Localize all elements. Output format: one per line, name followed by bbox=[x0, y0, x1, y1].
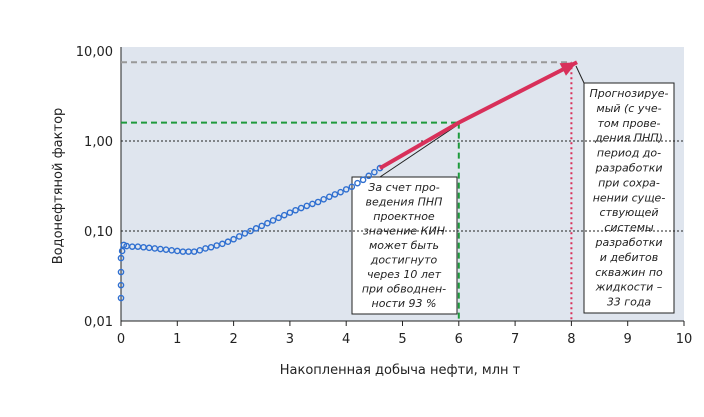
data-point bbox=[309, 200, 316, 208]
y-tick-label: 1,00 bbox=[84, 135, 113, 150]
x-tick-label: 5 bbox=[398, 332, 406, 347]
data-point bbox=[348, 183, 356, 191]
annotation-box bbox=[351, 176, 458, 315]
data-point bbox=[280, 211, 288, 219]
data-point bbox=[314, 198, 322, 206]
annotation-line: разработки bbox=[594, 162, 662, 175]
data-point bbox=[235, 233, 243, 240]
data-point bbox=[297, 204, 305, 212]
data-point bbox=[224, 238, 232, 246]
x-tick-label: 6 bbox=[455, 332, 463, 347]
annotation-line: жидкости – bbox=[595, 281, 663, 294]
y-tick-label: 10,00 bbox=[76, 45, 113, 60]
annotation-line: нении суще- bbox=[593, 191, 666, 204]
data-point bbox=[252, 225, 260, 232]
y-tick-label: 0,01 bbox=[84, 315, 113, 330]
data-point bbox=[320, 196, 327, 203]
data-point bbox=[247, 227, 254, 235]
data-point bbox=[365, 172, 373, 180]
x-tick-label: 3 bbox=[286, 332, 294, 347]
data-point bbox=[337, 188, 344, 196]
annotation-line: через 10 лет bbox=[367, 268, 442, 281]
x-tick-label: 4 bbox=[342, 332, 350, 347]
x-tick-label: 7 bbox=[511, 332, 519, 347]
annotation-line: может быть bbox=[369, 239, 439, 252]
data-point bbox=[258, 222, 266, 230]
data-point bbox=[269, 217, 277, 224]
y-tick-label: 0,10 bbox=[84, 225, 113, 240]
annotation-line: период до- bbox=[597, 147, 661, 160]
y-axis-label: Водонефтяной фактор bbox=[51, 108, 66, 265]
x-tick-label: 0 bbox=[117, 332, 125, 347]
annotation-line: ведения ПНП bbox=[366, 196, 443, 209]
data-point bbox=[196, 247, 204, 254]
annotation-line: скважин по bbox=[595, 266, 663, 279]
data-point bbox=[117, 281, 125, 289]
annotation-line: ности 93 % bbox=[372, 297, 437, 310]
x-tick-label: 2 bbox=[229, 332, 237, 347]
data-point bbox=[292, 206, 299, 214]
data-point bbox=[219, 240, 226, 248]
data-point bbox=[286, 209, 294, 216]
data-point bbox=[326, 193, 333, 201]
arrow-head bbox=[559, 62, 578, 76]
data-point bbox=[331, 191, 339, 198]
annotation-line: мый (с уче- bbox=[596, 102, 661, 115]
annotation-pointer bbox=[575, 65, 585, 84]
data-point bbox=[371, 168, 378, 176]
data-point bbox=[342, 186, 350, 193]
data-point bbox=[117, 268, 125, 276]
annotation-line: Прогнозируе- bbox=[590, 87, 669, 100]
forecast-line bbox=[378, 60, 578, 170]
data-point bbox=[230, 235, 237, 243]
data-point bbox=[275, 214, 282, 222]
annotation-line: За счет про- bbox=[368, 181, 439, 194]
annotation-pointer bbox=[379, 121, 463, 178]
data-point bbox=[207, 243, 215, 251]
data-point bbox=[118, 247, 126, 255]
annotation-line: достигнуто bbox=[370, 254, 438, 267]
data-point bbox=[241, 230, 249, 237]
data-point bbox=[303, 202, 311, 210]
annotation-line: дения ПНП) bbox=[594, 132, 663, 145]
annotation-line: системы bbox=[604, 221, 654, 234]
x-tick-label: 10 bbox=[676, 332, 693, 347]
x-tick-label: 1 bbox=[173, 332, 181, 347]
annotation-line: 33 года bbox=[607, 296, 652, 309]
annotation-line: том прове- bbox=[597, 117, 660, 130]
data-point bbox=[359, 176, 367, 184]
annotation-line: разработки bbox=[594, 236, 662, 249]
data-point bbox=[117, 254, 125, 262]
annotation-line: и дебитов bbox=[600, 251, 659, 264]
annotation-line: при обводнен- bbox=[362, 283, 446, 296]
annotation-line: при сохра- bbox=[598, 176, 660, 189]
annotation-line: ствующей bbox=[600, 206, 659, 219]
x-tick-label: 9 bbox=[624, 332, 632, 347]
annotation-line: значение КИН bbox=[363, 225, 445, 238]
data-point bbox=[264, 219, 271, 227]
x-tick-label: 8 bbox=[567, 332, 575, 347]
data-point bbox=[354, 179, 361, 187]
annotation-box bbox=[583, 82, 675, 314]
x-axis-label: Накопленная добыча нефти, млн т bbox=[280, 363, 521, 378]
data-point bbox=[117, 294, 125, 302]
data-point bbox=[213, 242, 221, 249]
annotation-line: проектное bbox=[373, 210, 435, 223]
